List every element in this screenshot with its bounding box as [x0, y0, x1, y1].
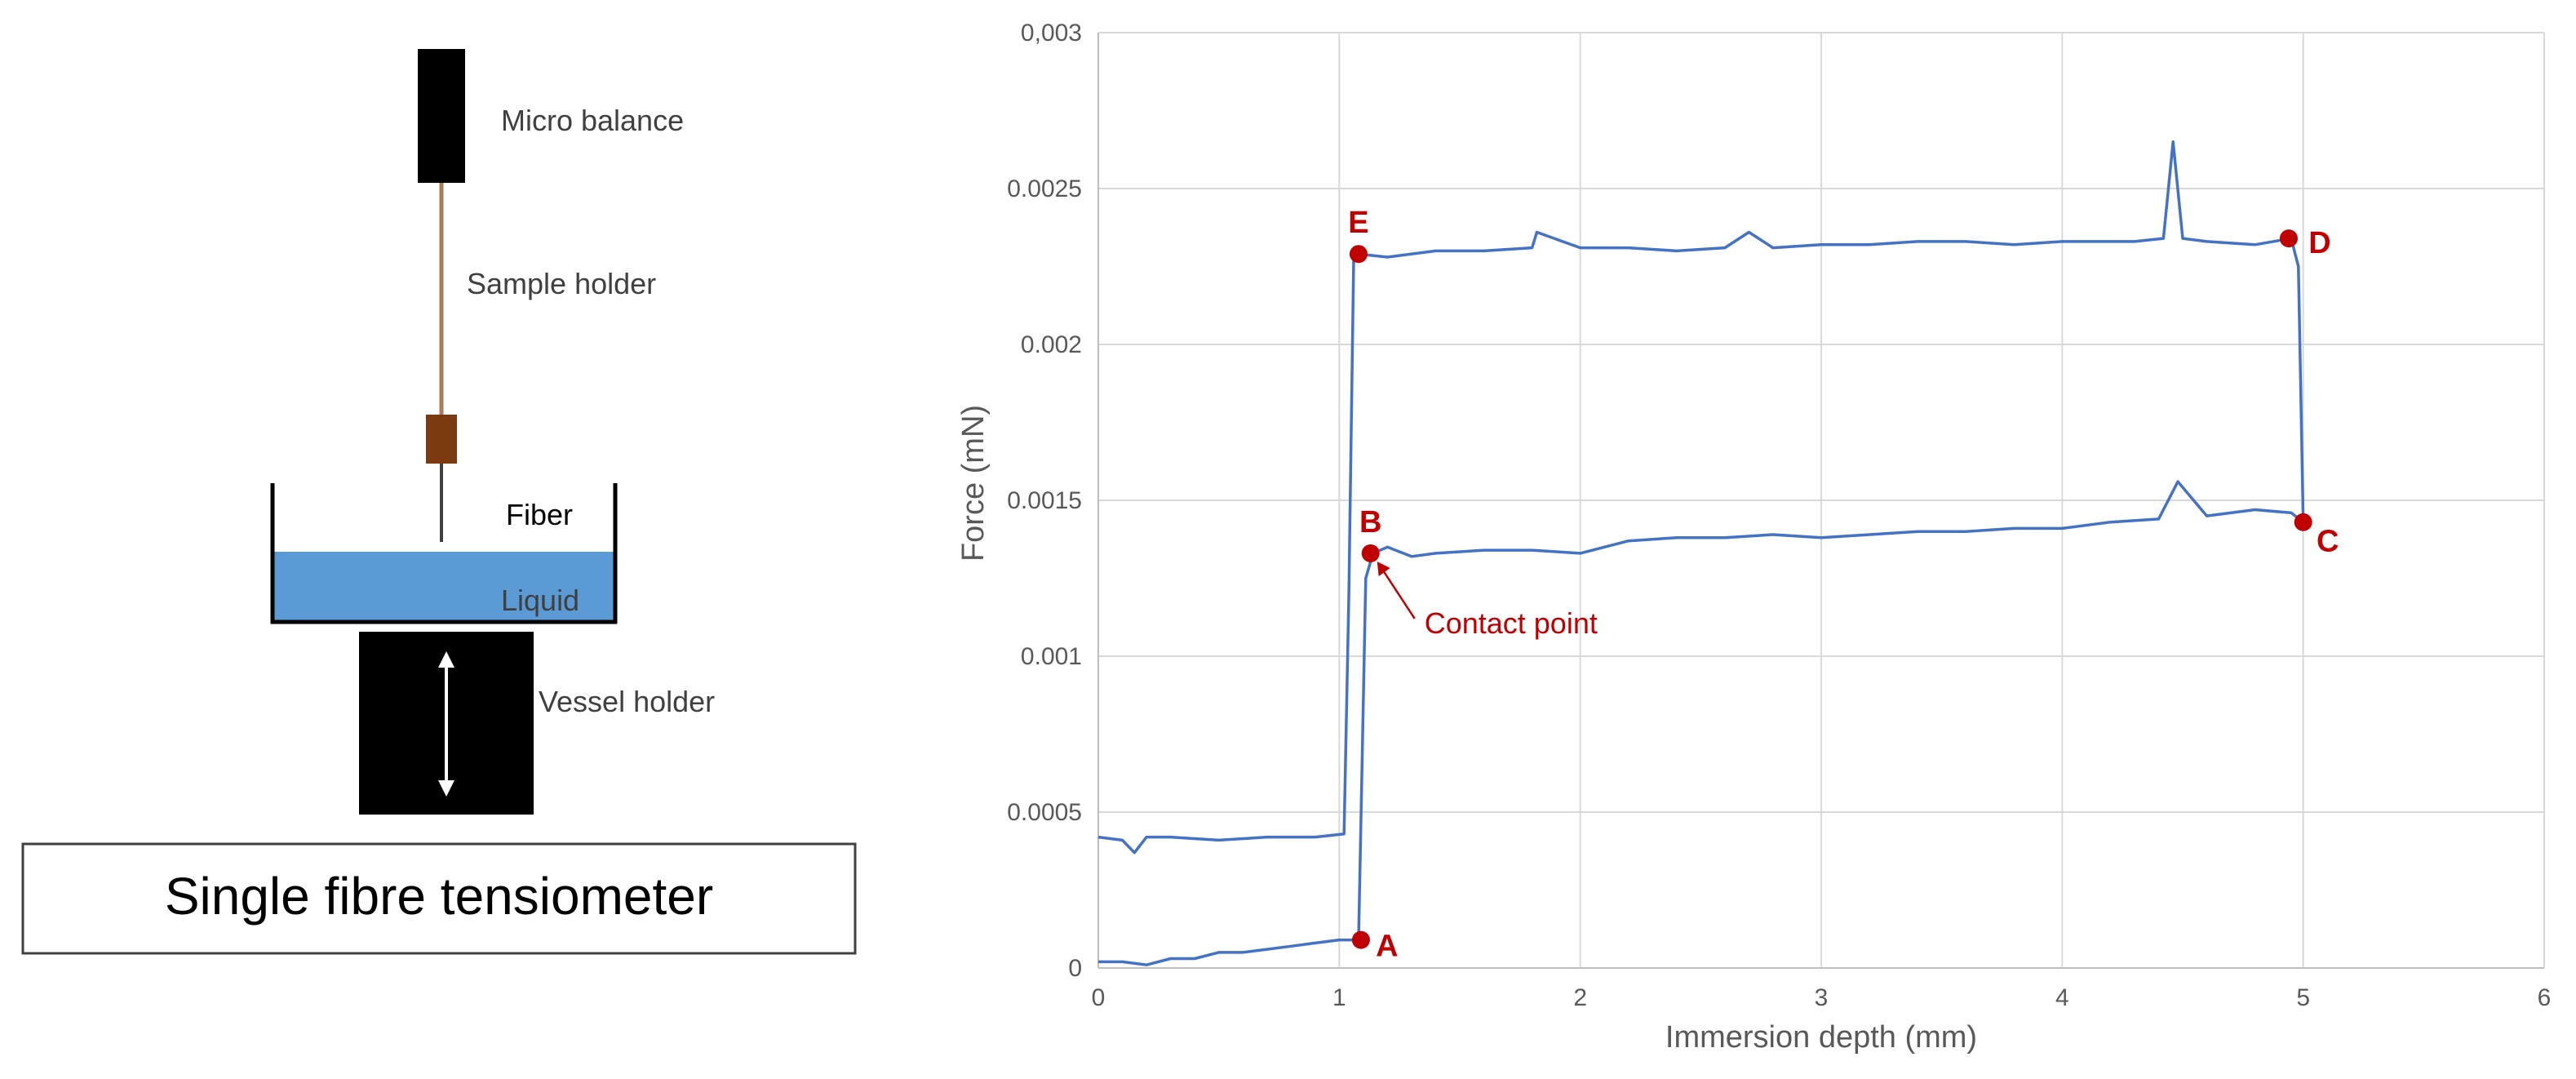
y-tick-label: 0.0005 — [1007, 799, 1082, 826]
y-tick-label: 0.0015 — [1007, 487, 1082, 514]
micro-balance-label: Micro balance — [501, 104, 684, 137]
x-tick-label: 1 — [1332, 984, 1346, 1011]
x-tick-label: 5 — [2296, 984, 2310, 1011]
title-box — [21, 842, 857, 955]
point-marker-d — [2279, 229, 2298, 248]
y-axis-label: Force (mN) — [956, 405, 991, 562]
point-marker-c — [2294, 513, 2312, 531]
point-label-e: E — [1348, 206, 1368, 240]
micro-balance-block — [418, 49, 465, 183]
y-tick-label: 0 — [1068, 955, 1082, 982]
point-marker-b — [1361, 544, 1380, 562]
up-down-arrow-icon — [438, 651, 454, 797]
series-line-2 — [1097, 140, 2305, 855]
y-tick-label: 0.001 — [1021, 643, 1082, 670]
fiber-clamp — [426, 415, 457, 464]
liquid-vessel — [270, 483, 618, 624]
x-tick-label: 4 — [2055, 984, 2069, 1011]
series-line-1 — [1098, 480, 2304, 966]
annotation-arrowhead — [1377, 561, 1390, 576]
point-label-c: C — [2317, 525, 2339, 559]
annotation-arrow — [1379, 566, 1416, 619]
point-marker-e — [1349, 245, 1368, 264]
point-label-b: B — [1359, 505, 1381, 540]
tensiometer-diagram: Micro balance Sample holder Fiber Liquid… — [21, 49, 857, 955]
y-tick-label: 0.002 — [1021, 331, 1082, 358]
x-tick-label: 2 — [1573, 984, 1587, 1011]
point-label-d: D — [2308, 226, 2330, 260]
x-tick-label: 3 — [1815, 984, 1829, 1011]
chart-series — [1097, 140, 2305, 966]
point-label-a: A — [1376, 930, 1398, 964]
chart-grid — [1098, 32, 2545, 968]
y-tick-label: 0,003 — [1021, 20, 1082, 47]
point-marker-a — [1351, 930, 1370, 949]
vessel-holder-label: Vessel holder — [539, 685, 715, 718]
liquid-fill — [274, 552, 614, 620]
chart-points: A B C D E — [1348, 206, 2339, 963]
x-tick-label: 0 — [1092, 984, 1106, 1011]
force-chart: 0 1 2 3 4 5 6 0 0.0005 0.001 0.0015 0.002 0.0025 0,00… — [956, 20, 2551, 1055]
x-tick-label: 6 — [2538, 984, 2552, 1011]
chart-axes — [1097, 33, 2544, 969]
sample-holder-label: Sample holder — [467, 267, 656, 300]
chart-tick-labels: 0 1 2 3 4 5 6 0 0.0005 0.001 0.0015 0.002 0.0025 0,00… — [1007, 20, 2551, 1011]
x-axis-label: Immersion depth (mm) — [1665, 1020, 1977, 1055]
liquid-label: Liquid — [501, 584, 579, 617]
chart-annotations: Contact point — [1377, 561, 1598, 640]
diagram-title: Single fibre tensiometer — [165, 867, 713, 926]
fiber-label: Fiber — [506, 498, 573, 531]
contact-point-annotation: Contact point — [1425, 606, 1598, 640]
y-tick-label: 0.0025 — [1007, 175, 1082, 202]
